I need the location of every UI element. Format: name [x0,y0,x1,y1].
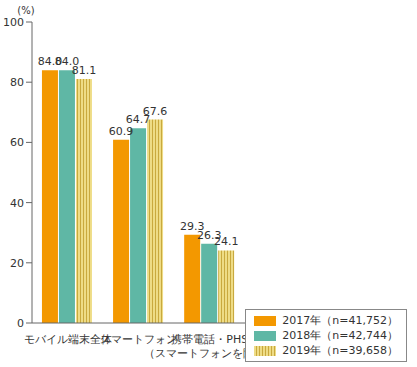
svg-text:40: 40 [10,197,24,210]
svg-text:0: 0 [17,317,24,330]
svg-text:80: 80 [10,76,24,89]
svg-text:29.3: 29.3 [179,219,205,233]
html-text:2019年（n=39,658）: 2019年（n=39,658） [282,344,398,357]
html-text:2018年（n=42,744）: 2018年（n=42,744） [282,329,398,342]
svg-text:60: 60 [10,136,24,149]
svg-text:(%): (%) [17,5,34,16]
svg-text:スマートフォン: スマートフォン [100,333,177,346]
svg-text:64.7: 64.7 [125,113,151,127]
svg-text:20: 20 [10,257,24,270]
svg-text:24.1: 24.1 [214,235,239,248]
html-text:2017年（n=41,752）: 2017年（n=41,752） [282,314,398,327]
svg-text:100: 100 [3,16,24,29]
svg-text:84.0: 84.0 [54,55,80,69]
svg-text:81.1: 81.1 [72,64,97,77]
svg-text:60.9: 60.9 [109,125,134,138]
svg-text:携帯電話・PHS（スマートフォンを除く）: 携帯電話・PHS（スマートフォンを除く） [144,333,276,360]
svg-text:26.3: 26.3 [196,228,222,242]
svg-text:モバイル端末全体: モバイル端末全体 [24,333,112,346]
svg-text:67.6: 67.6 [143,105,168,118]
svg-text:84.0: 84.0 [37,55,63,69]
